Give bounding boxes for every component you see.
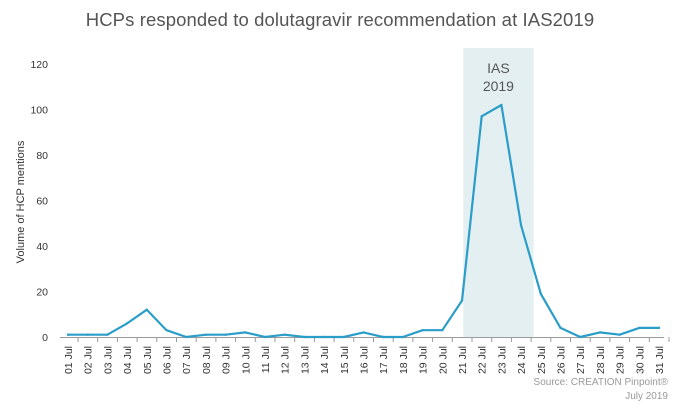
- data-point: [460, 299, 464, 302]
- highlight-label-line-1: IAS: [487, 60, 510, 76]
- data-point: [303, 335, 306, 339]
- data-point: [657, 326, 661, 330]
- data-point: [598, 331, 602, 334]
- data-point: [106, 333, 109, 336]
- data-point: [539, 292, 542, 295]
- x-tick-label: 17 Jul: [378, 346, 390, 374]
- highlight-band: [463, 48, 534, 338]
- x-tick-label: 11 Jul: [260, 346, 272, 373]
- x-tick-label: 16 Jul: [359, 346, 371, 374]
- y-tick-label: 0: [42, 332, 48, 344]
- data-point: [638, 326, 641, 330]
- data-point: [66, 333, 70, 336]
- x-tick-label: 15 Jul: [339, 346, 351, 374]
- y-axis: 0 20 40 60 80 100 120: [30, 59, 48, 344]
- x-tick-label: 18 Jul: [398, 346, 410, 374]
- data-point: [500, 103, 503, 107]
- data-point: [421, 328, 424, 332]
- x-tick-label: 03 Jul: [102, 346, 114, 374]
- x-tick-label: 10 Jul: [240, 346, 252, 374]
- data-point: [618, 333, 621, 336]
- x-tick-label: 01 Jul: [63, 346, 75, 374]
- y-tick-label: 20: [36, 287, 48, 299]
- x-tick-label: 19 Jul: [418, 346, 430, 374]
- data-point: [382, 335, 385, 339]
- source-line-2: July 2019: [625, 391, 668, 402]
- data-point: [441, 328, 444, 332]
- y-tick-label: 60: [36, 196, 48, 208]
- data-point: [401, 335, 405, 339]
- data-point: [519, 224, 523, 227]
- data-point: [362, 331, 365, 334]
- highlight-label-line-2: 2019: [483, 78, 514, 94]
- source-line-1: Source: CREATION Pinpoint®: [534, 377, 669, 388]
- x-tick-label: 07 Jul: [181, 346, 193, 374]
- data-point: [204, 333, 208, 336]
- data-point: [283, 333, 286, 336]
- data-point: [165, 328, 168, 332]
- series-group: [66, 103, 661, 339]
- x-tick-label: 23 Jul: [496, 346, 508, 374]
- data-point: [185, 335, 188, 339]
- x-tick-label: 08 Jul: [201, 346, 213, 374]
- chart-title: HCPs responded to dolutagravir recommend…: [85, 9, 595, 30]
- x-tick-label: 06 Jul: [162, 346, 174, 374]
- x-tick-label: 02 Jul: [83, 346, 95, 374]
- data-point: [145, 308, 148, 311]
- x-tick-label: 09 Jul: [221, 346, 233, 374]
- x-tick-label: 12 Jul: [280, 346, 292, 374]
- x-tick-label: 05 Jul: [142, 346, 154, 374]
- data-point: [342, 335, 345, 339]
- series-line: [66, 103, 661, 339]
- data-point: [559, 326, 562, 330]
- x-tick-label: 13 Jul: [299, 346, 311, 374]
- y-tick-label: 80: [36, 150, 48, 162]
- y-tick-label: 120: [30, 59, 48, 71]
- highlight-band-group: IAS 2019: [463, 48, 534, 338]
- x-tick-label: 24 Jul: [516, 346, 528, 374]
- data-point: [244, 331, 247, 334]
- x-tick-label: 14 Jul: [319, 346, 331, 374]
- data-point: [224, 333, 227, 336]
- data-point: [322, 335, 326, 339]
- data-point: [125, 322, 129, 325]
- x-tick-label: 28 Jul: [595, 346, 607, 374]
- x-axis: 01 Jul 02 Jul 03 Jul 04 Jul 05 Jul 06 Jul 07 J…: [60, 337, 670, 374]
- x-tick-label: 31 Jul: [654, 346, 666, 374]
- y-tick-label: 40: [36, 241, 48, 253]
- x-tick-label: 04 Jul: [122, 346, 134, 374]
- x-tick-label: 30 Jul: [634, 346, 646, 374]
- data-point: [579, 335, 582, 339]
- y-tick-label: 100: [30, 105, 48, 117]
- data-point: [86, 333, 89, 336]
- x-tick-label: 21 Jul: [457, 346, 469, 374]
- data-point: [263, 335, 267, 339]
- x-tick-label: 27 Jul: [575, 346, 587, 374]
- x-tick-label: 25 Jul: [536, 346, 548, 374]
- x-tick-label: 22 Jul: [477, 346, 489, 374]
- x-tick-label: 26 Jul: [556, 346, 568, 374]
- y-axis-title: Volume of HCP mentions: [15, 140, 27, 263]
- x-tick-label: 29 Jul: [615, 346, 627, 374]
- x-tick-label: 20 Jul: [437, 346, 449, 374]
- data-point: [480, 115, 483, 118]
